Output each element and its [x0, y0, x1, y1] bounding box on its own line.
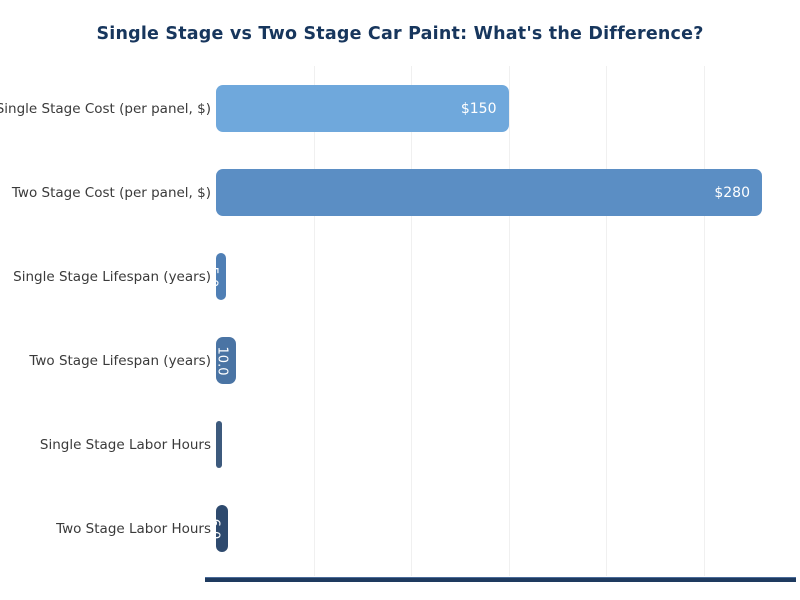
category-label: Single Stage Cost (per panel, $) [0, 100, 211, 117]
bar-row: Single Stage Cost (per panel, $) $150 [0, 85, 800, 132]
category-label: Two Stage Cost (per panel, $) [11, 184, 211, 201]
bar-value-label: 5.0 [216, 266, 220, 287]
bar-value-label: 10.0 [216, 346, 229, 375]
bar: 6.0 [216, 505, 228, 552]
category-label: Two Stage Labor Hours [56, 520, 211, 537]
category-label: Two Stage Lifespan (years) [29, 352, 211, 369]
x-axis-line [205, 577, 796, 582]
bar-value-label: $150 [460, 100, 497, 117]
bar-row: Two Stage Lifespan (years) 10.0 [0, 337, 800, 384]
category-label: Single Stage Labor Hours [39, 436, 211, 453]
bar: 3.0 [216, 421, 222, 468]
bar: $280 [216, 169, 762, 216]
bar-value-label: $280 [714, 184, 750, 201]
chart-title: Single Stage vs Two Stage Car Paint: Wha… [96, 24, 704, 44]
bar: 5.0 [216, 253, 226, 300]
bar: 10.0 [216, 337, 236, 384]
gridline [313, 66, 315, 576]
bar-row: Two Stage Cost (per panel, $) $280 [0, 169, 800, 216]
gridline [508, 66, 510, 576]
bar-row: Single Stage Lifespan (years) 5.0 [0, 253, 800, 300]
bar-value-label: 6.0 [216, 518, 222, 539]
gridline [703, 66, 705, 576]
bar-row: Two Stage Labor Hours 6.0 [0, 505, 800, 552]
gridline [411, 66, 412, 576]
bar-row: Single Stage Labor Hours 3.0 [0, 421, 800, 468]
gridline [606, 66, 607, 576]
bar: $150 [216, 85, 509, 132]
category-label: Single Stage Lifespan (years) [13, 268, 211, 285]
